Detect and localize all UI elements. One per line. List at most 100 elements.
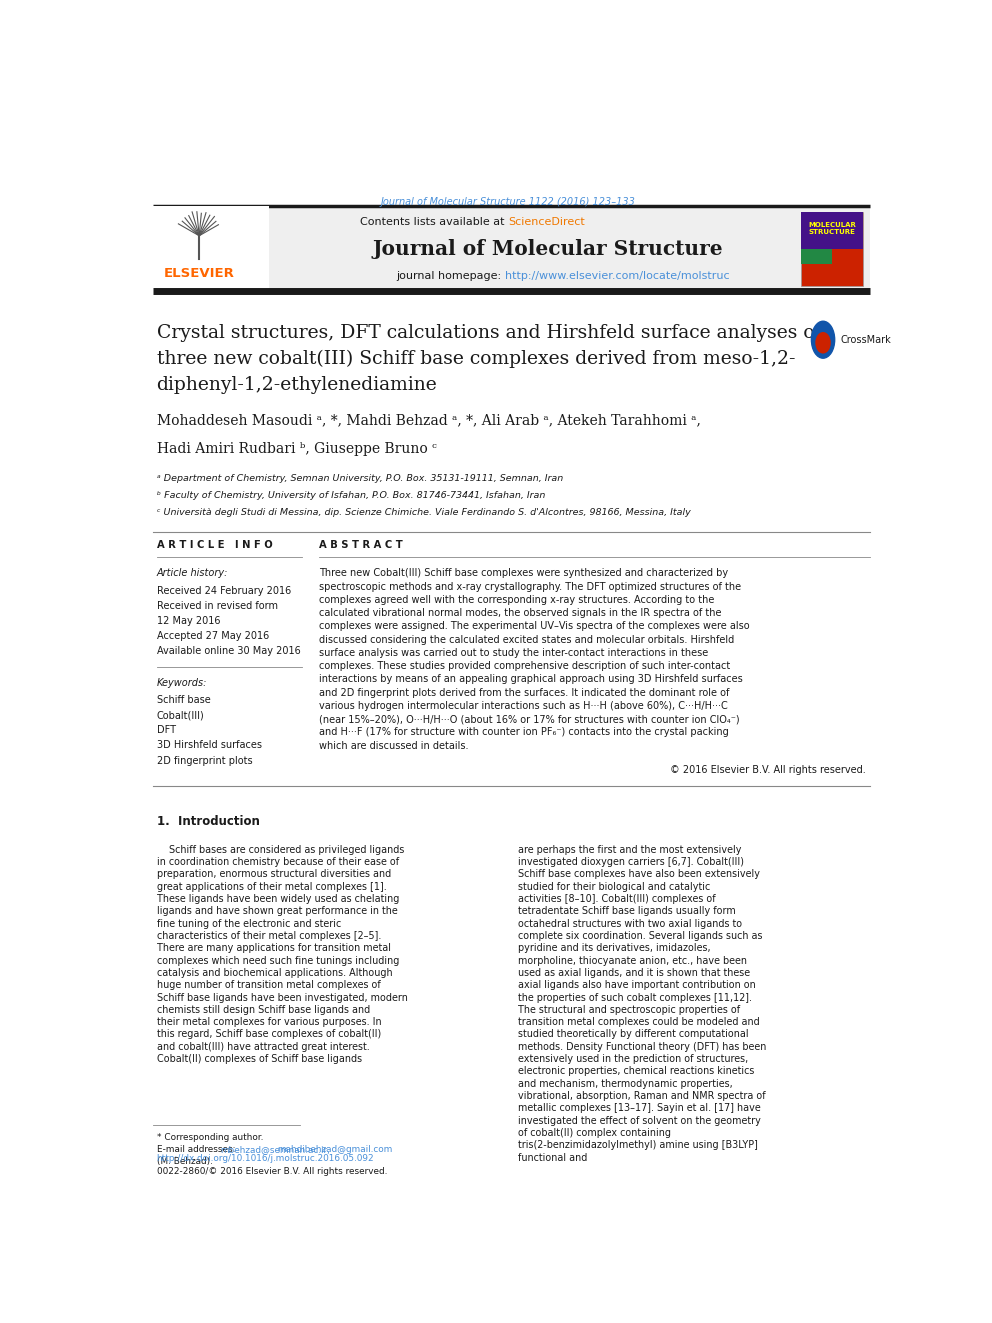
Text: Journal of Molecular Structure: Journal of Molecular Structure (373, 239, 723, 259)
Text: calculated vibrational normal modes, the observed signals in the IR spectra of t: calculated vibrational normal modes, the… (319, 609, 722, 618)
Text: studied theoretically by different computational: studied theoretically by different compu… (518, 1029, 748, 1040)
Text: preparation, enormous structural diversities and: preparation, enormous structural diversi… (157, 869, 391, 880)
Text: © 2016 Elsevier B.V. All rights reserved.: © 2016 Elsevier B.V. All rights reserved… (670, 765, 866, 774)
Text: mahdibehzad@gmail.com: mahdibehzad@gmail.com (278, 1146, 393, 1154)
Text: ligands and have shown great performance in the: ligands and have shown great performance… (157, 906, 398, 917)
Text: and H···F (17% for structure with counter ion PF₆⁻) contacts into the crystal pa: and H···F (17% for structure with counte… (319, 728, 729, 737)
Text: Cobalt(III): Cobalt(III) (157, 710, 204, 721)
Text: characteristics of their metal complexes [2–5].: characteristics of their metal complexes… (157, 931, 381, 941)
Text: metallic complexes [13–17]. Sayin et al. [17] have: metallic complexes [13–17]. Sayin et al.… (518, 1103, 761, 1114)
Text: A R T I C L E   I N F O: A R T I C L E I N F O (157, 540, 272, 550)
Text: extensively used in the prediction of structures,: extensively used in the prediction of st… (518, 1054, 748, 1064)
Text: 0022-2860/© 2016 Elsevier B.V. All rights reserved.: 0022-2860/© 2016 Elsevier B.V. All right… (157, 1167, 387, 1176)
Text: ᵃ Department of Chemistry, Semnan University, P.O. Box. 35131-19111, Semnan, Ira: ᵃ Department of Chemistry, Semnan Univer… (157, 475, 562, 483)
Text: 1.  Introduction: 1. Introduction (157, 815, 260, 828)
Text: their metal complexes for various purposes. In: their metal complexes for various purpos… (157, 1017, 381, 1027)
Text: complexes. These studies provided comprehensive description of such inter-contac: complexes. These studies provided compre… (319, 662, 730, 671)
Text: transition metal complexes could be modeled and: transition metal complexes could be mode… (518, 1017, 760, 1027)
Text: Hadi Amiri Rudbari ᵇ, Giuseppe Bruno ᶜ: Hadi Amiri Rudbari ᵇ, Giuseppe Bruno ᶜ (157, 442, 436, 456)
Text: tris(2-benzimidazolylmethyl) amine using [B3LYP]: tris(2-benzimidazolylmethyl) amine using… (518, 1140, 758, 1151)
Text: spectroscopic methods and x-ray crystallography. The DFT optimized structures of: spectroscopic methods and x-ray crystall… (319, 582, 741, 591)
Text: complete six coordination. Several ligands such as: complete six coordination. Several ligan… (518, 931, 762, 941)
Text: surface analysis was carried out to study the inter-contact interactions in thes: surface analysis was carried out to stud… (319, 648, 708, 658)
Text: interactions by means of an appealing graphical approach using 3D Hirshfeld surf: interactions by means of an appealing gr… (319, 675, 743, 684)
Text: fine tuning of the electronic and steric: fine tuning of the electronic and steric (157, 918, 341, 929)
Text: Schiff base complexes have also been extensively: Schiff base complexes have also been ext… (518, 869, 760, 880)
Text: Three new Cobalt(III) Schiff base complexes were synthesized and characterized b: Three new Cobalt(III) Schiff base comple… (319, 569, 728, 578)
Text: Crystal structures, DFT calculations and Hirshfeld surface analyses of
three new: Crystal structures, DFT calculations and… (157, 324, 821, 394)
Text: morpholine, thiocyanate anion, etc., have been: morpholine, thiocyanate anion, etc., hav… (518, 955, 747, 966)
Text: various hydrogen intermolecular interactions such as H···H (above 60%), C···H/H·: various hydrogen intermolecular interact… (319, 701, 728, 710)
Text: Journal of Molecular Structure 1122 (2016) 123–133: Journal of Molecular Structure 1122 (201… (381, 197, 636, 208)
Text: complexes agreed well with the corresponding x-ray structures. According to the: complexes agreed well with the correspon… (319, 595, 714, 605)
Bar (802, 212, 863, 286)
Text: 3D Hirshfeld surfaces: 3D Hirshfeld surfaces (157, 741, 262, 750)
Text: 2D fingerprint plots: 2D fingerprint plots (157, 755, 252, 766)
Text: Keywords:: Keywords: (157, 677, 207, 688)
Text: mbehzad@semnan.ac.ir,: mbehzad@semnan.ac.ir, (220, 1146, 330, 1154)
Bar (802, 249, 832, 263)
Text: MOLECULAR
STRUCTURE: MOLECULAR STRUCTURE (808, 222, 856, 234)
Text: (near 15%–20%), O···H/H···O (about 16% or 17% for structures with counter ion Cl: (near 15%–20%), O···H/H···O (about 16% o… (319, 714, 740, 724)
Text: Schiff base ligands have been investigated, modern: Schiff base ligands have been investigat… (157, 992, 408, 1003)
Text: Received in revised form: Received in revised form (157, 601, 278, 611)
Text: methods. Density Functional theory (DFT) has been: methods. Density Functional theory (DFT)… (518, 1041, 766, 1052)
Text: tetradentate Schiff base ligands usually form: tetradentate Schiff base ligands usually… (518, 906, 735, 917)
Bar (153, 206, 269, 291)
Text: journal homepage:: journal homepage: (396, 271, 505, 280)
Text: which are discussed in details.: which are discussed in details. (319, 741, 469, 750)
Ellipse shape (811, 321, 834, 359)
Text: CrossMark: CrossMark (840, 335, 891, 345)
Text: are perhaps the first and the most extensively: are perhaps the first and the most exten… (518, 844, 741, 855)
Text: E-mail addresses:: E-mail addresses: (157, 1146, 241, 1154)
Text: and cobalt(III) have attracted great interest.: and cobalt(III) have attracted great int… (157, 1041, 369, 1052)
Text: chemists still design Schiff base ligands and: chemists still design Schiff base ligand… (157, 1005, 370, 1015)
Text: These ligands have been widely used as chelating: These ligands have been widely used as c… (157, 894, 399, 904)
Text: octahedral structures with two axial ligands to: octahedral structures with two axial lig… (518, 918, 742, 929)
Text: ᵇ Faculty of Chemistry, University of Isfahan, P.O. Box. 81746-73441, Isfahan, I: ᵇ Faculty of Chemistry, University of Is… (157, 491, 545, 500)
Text: http://www.elsevier.com/locate/molstruc: http://www.elsevier.com/locate/molstruc (505, 271, 729, 280)
Text: functional and: functional and (518, 1152, 587, 1163)
Text: discussed considering the calculated excited states and molecular orbitals. Hirs: discussed considering the calculated exc… (319, 635, 734, 644)
Text: Accepted 27 May 2016: Accepted 27 May 2016 (157, 631, 269, 642)
Text: and mechanism, thermodynamic properties,: and mechanism, thermodynamic properties, (518, 1078, 732, 1089)
Text: ScienceDirect: ScienceDirect (509, 217, 585, 226)
Bar (802, 212, 863, 249)
Text: There are many applications for transition metal: There are many applications for transiti… (157, 943, 391, 954)
Text: * Corresponding author.: * Corresponding author. (157, 1132, 263, 1142)
Text: 12 May 2016: 12 May 2016 (157, 617, 220, 626)
Text: investigated dioxygen carriers [6,7]. Cobalt(III): investigated dioxygen carriers [6,7]. Co… (518, 857, 744, 867)
Text: Schiff base: Schiff base (157, 696, 210, 705)
Text: ᶜ Università degli Studi di Messina, dip. Scienze Chimiche. Viale Ferdinando S. : ᶜ Università degli Studi di Messina, dip… (157, 508, 690, 517)
Ellipse shape (815, 332, 831, 353)
Text: http://dx.doi.org/10.1016/j.molstruc.2016.05.092: http://dx.doi.org/10.1016/j.molstruc.201… (157, 1155, 374, 1163)
Text: (M. Behzad).: (M. Behzad). (157, 1158, 212, 1167)
Text: great applications of their metal complexes [1].: great applications of their metal comple… (157, 881, 386, 892)
Text: Contents lists available at: Contents lists available at (360, 217, 509, 226)
Text: Cobalt(II) complexes of Schiff base ligands: Cobalt(II) complexes of Schiff base liga… (157, 1054, 362, 1064)
Text: Available online 30 May 2016: Available online 30 May 2016 (157, 646, 301, 656)
Text: catalysis and biochemical applications. Although: catalysis and biochemical applications. … (157, 968, 392, 978)
Text: used as axial ligands, and it is shown that these: used as axial ligands, and it is shown t… (518, 968, 750, 978)
Text: the properties of such cobalt complexes [11,12].: the properties of such cobalt complexes … (518, 992, 752, 1003)
Text: complexes which need such fine tunings including: complexes which need such fine tunings i… (157, 955, 399, 966)
Text: in coordination chemistry because of their ease of: in coordination chemistry because of the… (157, 857, 399, 867)
Text: pyridine and its derivatives, imidazoles,: pyridine and its derivatives, imidazoles… (518, 943, 710, 954)
Text: Received 24 February 2016: Received 24 February 2016 (157, 586, 291, 597)
Text: electronic properties, chemical reactions kinetics: electronic properties, chemical reaction… (518, 1066, 754, 1077)
Text: Mohaddeseh Masoudi ᵃ, *, Mahdi Behzad ᵃ, *, Ali Arab ᵃ, Atekeh Tarahhomi ᵃ,: Mohaddeseh Masoudi ᵃ, *, Mahdi Behzad ᵃ,… (157, 413, 700, 427)
Text: this regard, Schiff base complexes of cobalt(II): this regard, Schiff base complexes of co… (157, 1029, 381, 1040)
Text: and 2D fingerprint plots derived from the surfaces. It indicated the dominant ro: and 2D fingerprint plots derived from th… (319, 688, 730, 697)
Text: A B S T R A C T: A B S T R A C T (319, 540, 403, 550)
Text: ELSEVIER: ELSEVIER (164, 267, 235, 280)
Text: Schiff bases are considered as privileged ligands: Schiff bases are considered as privilege… (157, 844, 404, 855)
Text: activities [8–10]. Cobalt(III) complexes of: activities [8–10]. Cobalt(III) complexes… (518, 894, 715, 904)
Text: The structural and spectroscopic properties of: The structural and spectroscopic propert… (518, 1005, 740, 1015)
Text: of cobalt(II) complex containing: of cobalt(II) complex containing (518, 1129, 671, 1138)
Bar (153, 206, 870, 291)
Text: axial ligands also have important contribution on: axial ligands also have important contri… (518, 980, 756, 990)
Text: investigated the effect of solvent on the geometry: investigated the effect of solvent on th… (518, 1115, 761, 1126)
Text: huge number of transition metal complexes of: huge number of transition metal complexe… (157, 980, 380, 990)
Text: complexes were assigned. The experimental UV–Vis spectra of the complexes were a: complexes were assigned. The experimenta… (319, 622, 750, 631)
Text: studied for their biological and catalytic: studied for their biological and catalyt… (518, 881, 710, 892)
